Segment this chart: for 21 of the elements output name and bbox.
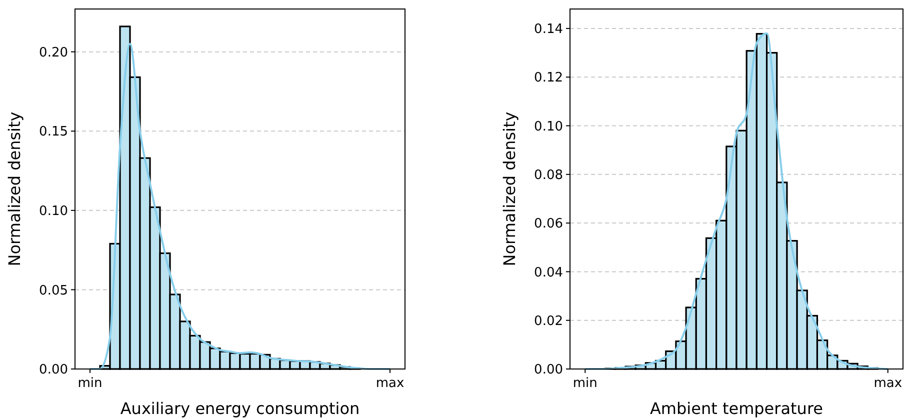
y-tick-label: 0.00 <box>39 362 68 378</box>
y-tick-label: 0.08 <box>534 168 563 183</box>
x-tick-label: max <box>874 376 902 391</box>
x-tick-label: max <box>376 376 404 391</box>
y-tick-label: 0.06 <box>534 216 563 232</box>
y-axis-title: Normalized density <box>500 112 519 266</box>
y-tick-label: 0.20 <box>39 45 68 60</box>
y-tick-label: 0.14 <box>534 22 563 38</box>
x-tick-label: min <box>572 376 598 391</box>
y-tick-label: 0.10 <box>534 119 563 134</box>
y-tick-label: 0.05 <box>39 283 68 298</box>
y-tick-label: 0.02 <box>534 314 563 329</box>
x-tick-label: min <box>78 376 102 391</box>
y-tick-label: 0.15 <box>39 124 68 140</box>
x-axis-title: Ambient temperature <box>650 399 824 418</box>
x-axis-title: Auxiliary energy consumption <box>120 399 360 418</box>
y-tick-label: 0.04 <box>534 265 563 280</box>
y-tick-label: 0.10 <box>39 204 68 219</box>
y-tick-label: 0.00 <box>534 362 563 378</box>
y-tick-label: 0.12 <box>534 70 563 86</box>
y-axis-title: Normalized density <box>5 112 24 266</box>
